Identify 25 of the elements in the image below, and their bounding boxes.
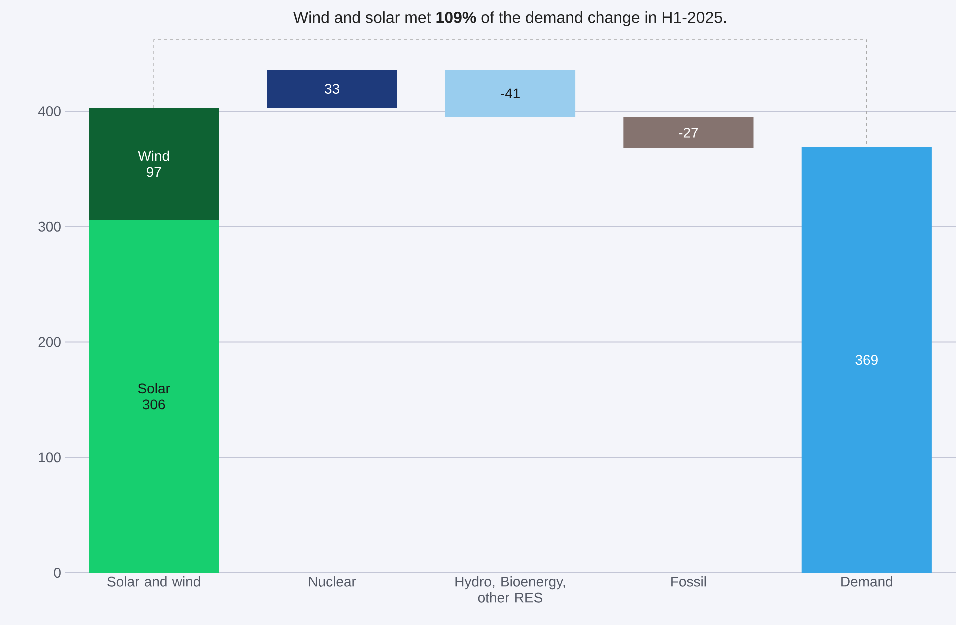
data-label: 33 (325, 84, 340, 94)
y-tick-label: 200 (38, 337, 61, 348)
y-tick-label: 300 (38, 222, 61, 232)
data-label: 369 (856, 355, 878, 366)
data-label: 97 (146, 167, 162, 178)
x-tick-label: Demand (842, 576, 892, 587)
x-tick-label: Nuclear (309, 576, 356, 587)
bar (89, 220, 220, 573)
y-tick-label: 400 (38, 106, 61, 116)
bar (624, 117, 754, 148)
bar (802, 147, 932, 573)
bar (445, 70, 576, 118)
x-tick-label: Hydro, Bioenergy, other RES (456, 576, 566, 603)
data-label: -41 (501, 88, 520, 98)
bar (267, 70, 398, 108)
data-label: 306 (142, 400, 166, 410)
x-tick-label: Fossil (672, 576, 706, 587)
bar (89, 108, 220, 220)
x-tick-label: Solar and wind (108, 576, 200, 587)
data-label: -27 (679, 128, 698, 138)
chart-title: Wind and solar met 109% of the demand change in H1-2025. (294, 12, 726, 26)
series-label: Wind (138, 150, 170, 162)
y-tick-label: 0 (54, 568, 61, 578)
series-label: Solar (138, 383, 170, 394)
y-tick-label: 100 (39, 452, 61, 463)
